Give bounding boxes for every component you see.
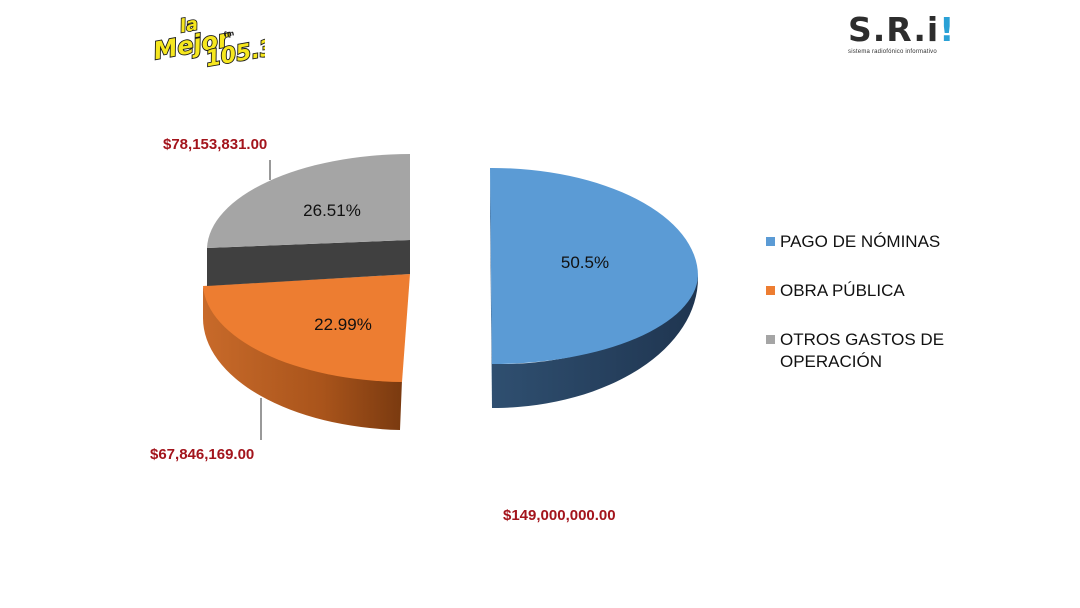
slice-obra-publica-top [203, 274, 410, 382]
logo-fm-text: fm [223, 29, 235, 39]
legend-item-otros-gastos: OTROS GASTOS DE OPERACIÓN [766, 329, 960, 373]
slice-otros-gastos-top [207, 154, 410, 248]
percent-label-pago-de-nominas: 50.5% [561, 253, 609, 272]
legend-label-obra-publica: OBRA PÚBLICA [780, 281, 905, 300]
slice-pago-de-nominas-inner-edge [490, 168, 492, 408]
legend-item-pago-de-nominas: PAGO DE NÓMINAS [766, 231, 960, 253]
slice-pago-de-nominas-top [490, 167, 698, 364]
legend-swatch-pago-de-nominas [766, 237, 775, 246]
slice-otros-gastos-side [207, 240, 410, 286]
legend-label-otros-gastos: OTROS GASTOS DE OPERACIÓN [780, 330, 945, 371]
percent-label-otros-gastos: 26.51% [303, 201, 361, 220]
slice-obra-publica [202, 274, 410, 430]
slice-pago-de-nominas-side [492, 276, 698, 408]
legend-swatch-obra-publica [766, 286, 775, 295]
legend-swatch-otros-gastos [766, 335, 775, 344]
slice-pago-de-nominas [490, 167, 698, 408]
legend-item-obra-publica: OBRA PÚBLICA [766, 280, 960, 302]
amount-label-obra-publica: $67,846,169.00 [150, 446, 255, 463]
legend: PAGO DE NÓMINAS OBRA PÚBLICA OTROS GASTO… [766, 231, 960, 400]
slice-obra-publica-side [202, 286, 402, 430]
slice-otros-gastos [207, 154, 410, 286]
sri-logo: S.R.i! sistema radiofónico informativo [848, 10, 956, 56]
sri-logo-subtitle: sistema radiofónico informativo [848, 49, 937, 55]
legend-label-pago-de-nominas: PAGO DE NÓMINAS [780, 232, 941, 251]
amount-label-otros-gastos: $78,153,831.00 [163, 136, 268, 153]
sri-logo-title: S.R.i! [848, 10, 956, 49]
logo-la-text: la [178, 14, 200, 38]
amount-label-pago-de-nominas: $149,000,000.00 [503, 507, 616, 524]
percent-label-obra-publica: 22.99% [314, 315, 372, 334]
la-mejor-logo: la Mejor fm 105.3 [150, 6, 277, 73]
